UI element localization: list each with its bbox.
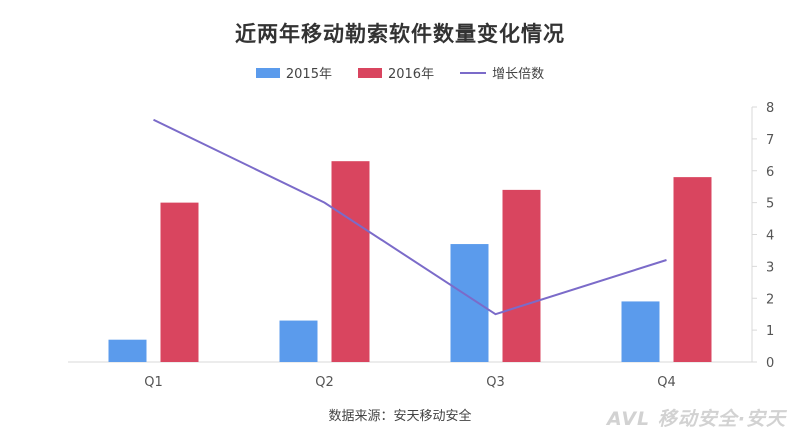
source-note: 数据来源：安天移动安全	[328, 409, 472, 424]
y-tick-label: 8	[766, 101, 774, 116]
legend-swatch-2016	[357, 67, 382, 78]
legend-swatch-2015	[255, 67, 280, 78]
legend-item-growth: 增长倍数	[460, 63, 544, 82]
bar-2015年-Q2	[279, 320, 318, 362]
legend-swatch-growth	[460, 71, 487, 74]
bar-2015年-Q4	[621, 301, 660, 362]
legend: 2015年 2016年 增长倍数	[0, 63, 800, 82]
bar-2016年-Q4	[673, 177, 712, 362]
legend-label-growth: 增长倍数	[492, 67, 545, 82]
y-tick-label: 4	[766, 229, 774, 244]
x-tick-label: Q3	[486, 375, 505, 390]
bar-2015年-Q1	[108, 339, 147, 362]
watermark-logo: AVL 移动安全·安天	[606, 408, 786, 430]
y-tick-label: 1	[766, 324, 774, 339]
bar-2016年-Q1	[160, 202, 199, 362]
x-tick-label: Q1	[144, 375, 163, 390]
y-tick-label: 2	[766, 292, 774, 307]
legend-label-2016: 2016年	[387, 67, 435, 82]
y-tick-label: 0	[766, 356, 774, 371]
bar-2016年-Q3	[502, 189, 541, 362]
legend-item-2015: 2015年	[255, 63, 332, 82]
legend-label-2015: 2015年	[285, 67, 332, 82]
line-series-growth	[153, 118, 667, 316]
y-tick-label: 5	[766, 197, 774, 212]
bar-2015年-Q3	[450, 244, 489, 362]
bar-2016年-Q2	[331, 161, 370, 362]
x-tick-label: Q2	[315, 375, 334, 390]
x-tick-label: Q4	[657, 375, 676, 390]
y-tick-label: 7	[766, 133, 774, 148]
chart-title: 近两年移动勒索软件数量变化情况	[235, 22, 565, 46]
y-tick-label: 3	[766, 260, 774, 275]
y-tick-label: 6	[766, 165, 774, 180]
legend-item-2016: 2016年	[357, 63, 435, 82]
